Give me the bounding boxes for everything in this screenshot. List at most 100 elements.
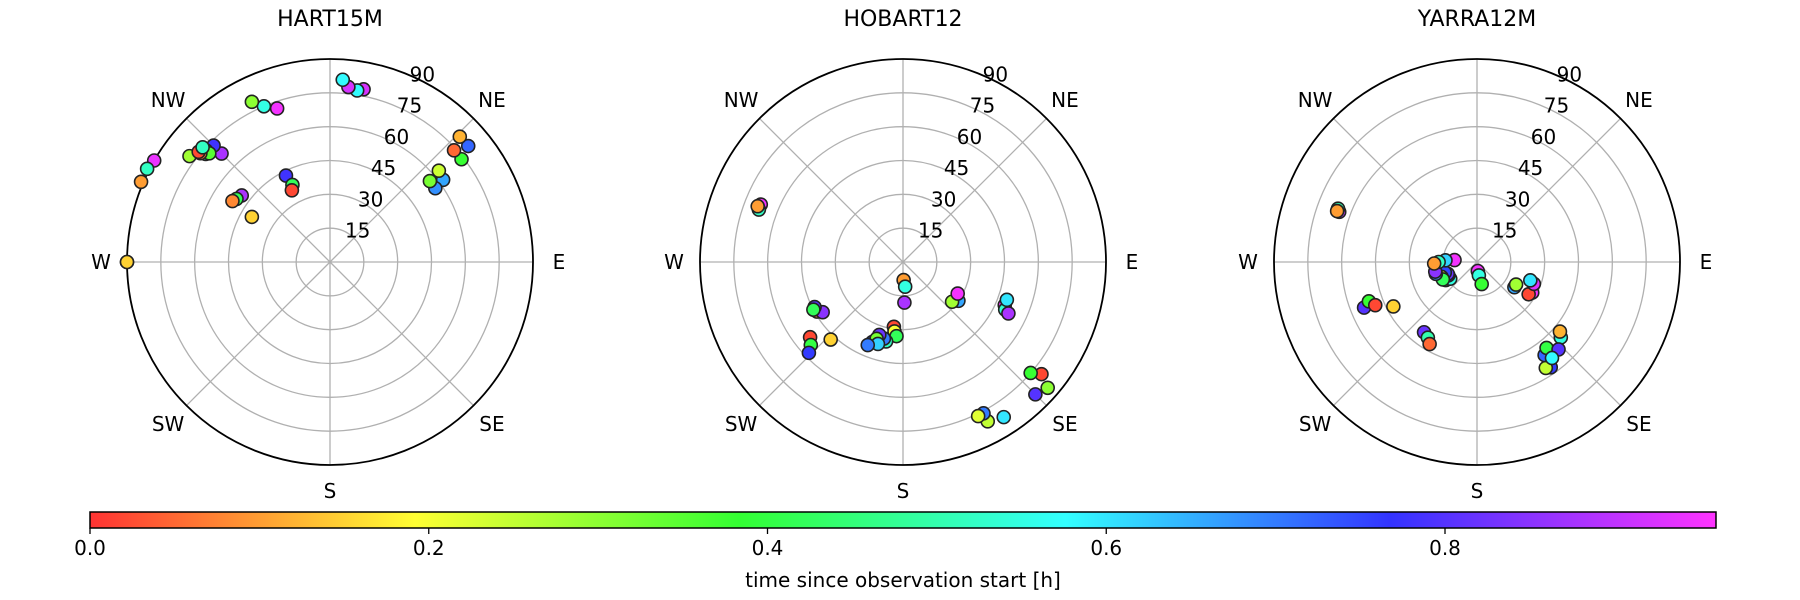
scatter-point <box>1329 203 1345 219</box>
radial-tick-label: 75 <box>1544 94 1569 118</box>
angular-tick-label: S <box>324 479 337 503</box>
radial-tick-label: 60 <box>1531 125 1556 149</box>
radial-tick-label: 30 <box>1505 187 1530 211</box>
radial-tick-label: 90 <box>983 62 1008 86</box>
radial-tick-label: 15 <box>1492 219 1517 243</box>
angular-gridline <box>1476 261 1622 407</box>
colorbar-ticks: 0.0 0.2 0.4 0.6 0.8 <box>74 528 1461 560</box>
radial-tick-label: 60 <box>957 125 982 149</box>
scatter-point <box>452 129 468 144</box>
polar-panel-hart15m: HART15M 15 30 45 60 75 90 E NE NW W SW S SE <box>91 7 565 503</box>
colorbar-tick-label: 0.6 <box>1090 536 1122 560</box>
radial-tick-label: 45 <box>371 156 396 180</box>
scatter-point <box>431 163 447 178</box>
radial-tick-label: 15 <box>345 219 370 243</box>
scatter-point <box>269 101 285 116</box>
scatter-point <box>422 173 438 189</box>
radial-tick-label: 30 <box>931 187 956 211</box>
angular-tick-label: NE <box>1625 88 1653 112</box>
scatter-point <box>335 72 351 88</box>
angular-tick-label: W <box>1238 250 1258 274</box>
scatter-point <box>1426 256 1442 271</box>
angular-tick-label: SE <box>1626 412 1651 436</box>
scatter-point <box>119 254 135 270</box>
angular-tick-label: W <box>664 250 684 274</box>
scatter-point <box>999 292 1015 308</box>
angular-gridline <box>1332 117 1478 263</box>
radial-tick-label: 45 <box>1518 156 1543 180</box>
angular-gridline <box>902 261 1048 407</box>
scatter-point <box>1001 306 1016 321</box>
scatter-point <box>1367 297 1383 313</box>
angular-gridline <box>1476 117 1622 263</box>
scatter-point <box>950 286 965 301</box>
scatter-point <box>897 279 913 295</box>
scatter-point <box>1552 324 1568 339</box>
scatter-point <box>244 209 260 225</box>
scatter-point <box>1422 336 1437 352</box>
scatter-point <box>1508 277 1524 292</box>
angular-tick-label: S <box>1471 479 1484 503</box>
colorbar-label: time since observation start [h] <box>745 568 1061 592</box>
angular-gridline <box>329 261 475 407</box>
colorbar-tick-label: 0.0 <box>74 536 106 560</box>
scatter-point <box>970 408 986 424</box>
polar-frame <box>1273 58 1681 466</box>
scatter-point <box>1386 299 1401 314</box>
radial-tick-label: 90 <box>410 62 435 86</box>
scatter-point <box>1523 273 1538 288</box>
scatter-point <box>823 332 839 347</box>
scatter-point <box>1474 276 1489 292</box>
radial-tick-label: 75 <box>970 94 995 118</box>
polar-panel-yarra12m: YARRA12M 15 30 45 60 75 90 E NE NW W SW S SE <box>1238 7 1712 503</box>
angular-tick-label: S <box>897 479 910 503</box>
scatter-point <box>284 183 300 198</box>
panel-title: HART15M <box>277 7 383 32</box>
scatter-point <box>750 198 766 214</box>
radial-tick-label: 15 <box>918 219 943 243</box>
colorbar-tick-label: 0.8 <box>1429 536 1461 560</box>
scatter-point <box>1544 350 1560 366</box>
scatter-point <box>996 409 1012 425</box>
angular-tick-label: SW <box>725 412 758 436</box>
scatter-point <box>139 161 155 177</box>
angular-gridline <box>1332 261 1478 407</box>
angular-tick-label: NE <box>1051 88 1079 112</box>
angular-tick-label: SE <box>1052 412 1077 436</box>
angular-tick-label: E <box>1126 250 1139 274</box>
colorbar-tick-label: 0.4 <box>752 536 784 560</box>
scatter-point <box>244 94 260 110</box>
angular-tick-label: E <box>553 250 566 274</box>
colorbar-tick-label: 0.2 <box>413 536 445 560</box>
scatter-point <box>225 193 240 209</box>
scatter-point <box>446 143 462 158</box>
scatter-point <box>1028 387 1043 402</box>
scatter-point <box>195 139 210 155</box>
colorbar-gradient <box>89 511 1717 529</box>
radial-tick-label: 30 <box>358 187 383 211</box>
scatter-point <box>256 98 272 114</box>
scatter-point <box>133 174 149 190</box>
angular-gridline <box>185 261 331 407</box>
scatter-point <box>801 345 817 361</box>
angular-tick-label: SE <box>479 412 504 436</box>
angular-tick-label: SW <box>152 412 185 436</box>
angular-tick-label: NW <box>151 88 186 112</box>
angular-tick-label: NW <box>1298 88 1333 112</box>
colorbar: 0.0 0.2 0.4 0.6 0.8 time since observation s… <box>74 511 1717 592</box>
scatter-point <box>860 337 876 353</box>
scatter-point <box>897 295 912 310</box>
angular-gridline <box>329 117 475 263</box>
angular-gridline <box>902 117 1048 263</box>
radial-tick-label: 45 <box>944 156 969 180</box>
scatter-point <box>1040 380 1055 396</box>
polar-frame <box>699 58 1107 466</box>
angular-tick-label: NE <box>478 88 506 112</box>
angular-tick-label: NW <box>724 88 759 112</box>
panel-title: HOBART12 <box>843 7 962 32</box>
radial-tick-label: 60 <box>384 125 409 149</box>
angular-tick-label: E <box>1700 250 1713 274</box>
scatter-point <box>806 302 821 317</box>
panel-title: YARRA12M <box>1417 7 1537 32</box>
